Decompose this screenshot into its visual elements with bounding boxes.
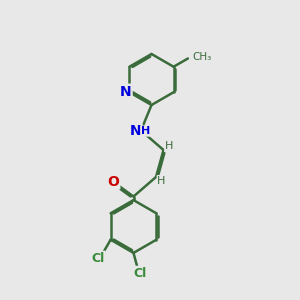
Text: CH₃: CH₃	[192, 52, 212, 62]
Text: H: H	[157, 176, 166, 186]
Text: O: O	[107, 175, 119, 188]
Text: N: N	[130, 124, 141, 138]
Text: Cl: Cl	[91, 252, 104, 265]
Text: H: H	[141, 126, 150, 136]
Text: H: H	[165, 141, 173, 152]
Text: N: N	[120, 85, 132, 99]
Text: Cl: Cl	[134, 267, 147, 280]
